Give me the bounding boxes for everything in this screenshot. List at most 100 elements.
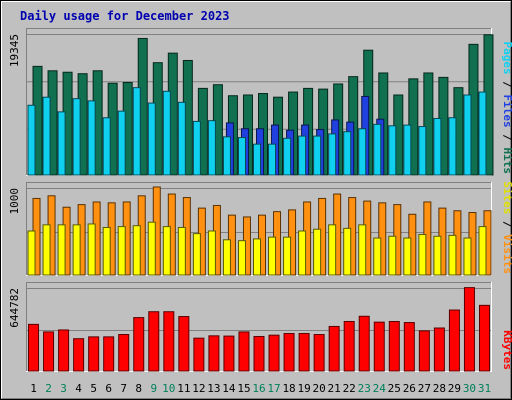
x-tick-label-day-16: 16 [252, 382, 265, 395]
bar-kbytes-day-27 [418, 330, 430, 372]
bar-kbytes-day-31 [478, 304, 490, 372]
bar-kbytes-day-10 [163, 311, 175, 372]
bar-kbytes-day-8 [133, 317, 145, 372]
bar-kbytes-day-13 [208, 335, 220, 372]
x-tick-label-day-21: 21 [328, 382, 341, 395]
bar-sites-day-11 [177, 226, 186, 276]
bar-sites-day-14 [222, 239, 231, 276]
bar-pages-day-30 [463, 94, 472, 176]
bar-pages-day-9 [147, 102, 156, 176]
bar-kbytes-day-3 [58, 329, 70, 372]
x-tick-label-day-27: 27 [418, 382, 431, 395]
bar-pages-day-25 [388, 125, 397, 176]
bar-pages-day-21 [328, 133, 337, 176]
bar-sites-day-9 [147, 221, 156, 276]
bar-kbytes-day-20 [313, 334, 325, 372]
bar-kbytes-day-7 [118, 334, 130, 372]
bar-sites-day-23 [358, 224, 367, 276]
bar-kbytes-day-22 [343, 320, 355, 372]
x-tick-label-day-20: 20 [313, 382, 326, 395]
x-tick-label-day-31: 31 [478, 382, 491, 395]
bar-pages-day-11 [177, 101, 186, 176]
bar-pages-day-7 [117, 110, 126, 176]
x-tick-label-day-18: 18 [282, 382, 295, 395]
bar-pages-day-10 [162, 90, 171, 176]
x-tick-label-day-15: 15 [237, 382, 250, 395]
bar-sites-day-19 [298, 230, 307, 276]
bar-kbytes-day-5 [88, 336, 100, 372]
bar-kbytes-day-6 [103, 336, 115, 372]
bar-kbytes-day-15 [238, 331, 250, 372]
x-tick-label-day-26: 26 [403, 382, 416, 395]
x-tick-label-day-7: 7 [120, 382, 127, 395]
x-tick-label-day-22: 22 [343, 382, 356, 395]
x-tick-label-day-17: 17 [267, 382, 280, 395]
legend-item-pages: Pages [501, 42, 512, 75]
x-tick-label-day-29: 29 [448, 382, 461, 395]
legend-item-visits: Visits [501, 234, 512, 274]
bar-sites-day-20 [313, 228, 322, 276]
bar-sites-day-17 [268, 236, 277, 276]
bar-sites-day-25 [388, 235, 397, 276]
bar-kbytes-day-11 [178, 316, 190, 372]
x-tick-label-day-14: 14 [222, 382, 236, 395]
bar-sites-day-7 [117, 226, 126, 276]
bar-kbytes-day-2 [43, 331, 55, 372]
bar-kbytes-day-26 [403, 322, 415, 372]
bar-pages-day-26 [403, 124, 412, 176]
bar-pages-day-3 [57, 111, 66, 176]
x-tick-label-day-1: 1 [30, 382, 37, 395]
bar-sites-day-22 [343, 227, 352, 276]
bar-kbytes-day-21 [328, 325, 340, 372]
bar-kbytes-day-30 [463, 287, 475, 372]
bar-pages-day-6 [102, 117, 111, 176]
bar-sites-day-8 [132, 225, 141, 276]
legend-separator: / [501, 214, 512, 234]
x-tick-label-day-3: 3 [60, 382, 67, 395]
bar-sites-day-5 [87, 223, 96, 276]
legend-hits_files_pages: Pages / Files / Hits [501, 42, 512, 175]
series-pages [27, 87, 487, 176]
series-kbytes [28, 287, 490, 372]
x-tick-label-day-24: 24 [373, 382, 387, 395]
bar-sites-day-3 [57, 224, 66, 276]
bar-kbytes-day-19 [298, 332, 310, 372]
bar-pages-day-19 [298, 135, 307, 176]
legend-item-sites: Sites [501, 181, 512, 214]
bar-kbytes-day-14 [223, 335, 235, 372]
bar-kbytes-day-29 [448, 309, 460, 372]
chart-title: Daily usage for December 2023 [20, 9, 230, 23]
bar-pages-day-31 [478, 91, 487, 176]
bar-sites-day-1 [27, 230, 36, 276]
bar-pages-day-23 [358, 128, 367, 176]
bar-kbytes-day-4 [73, 338, 85, 372]
bar-sites-day-18 [283, 236, 292, 276]
bar-pages-day-2 [42, 96, 51, 176]
legend-visits_sites: Sites / Visits [501, 181, 512, 274]
bar-sites-day-27 [418, 234, 427, 276]
x-tick-label-day-11: 11 [177, 382, 190, 395]
bar-pages-day-22 [343, 131, 352, 176]
bar-kbytes-day-28 [433, 327, 445, 372]
bar-pages-day-29 [448, 117, 457, 176]
x-tick-label-day-12: 12 [192, 382, 205, 395]
bar-sites-day-2 [42, 224, 51, 276]
bar-pages-day-16 [253, 143, 261, 176]
legend-separator: / [501, 75, 512, 95]
bar-pages-day-20 [313, 135, 322, 176]
bar-pages-day-17 [268, 143, 277, 176]
bar-kbytes-day-25 [388, 320, 400, 372]
x-tick-label-day-6: 6 [105, 382, 112, 395]
ymax-label-visits_sites: 1000 [8, 188, 21, 215]
bar-pages-day-8 [132, 87, 141, 176]
legend-item-kbytes: KBytes [501, 330, 512, 370]
bar-kbytes-day-9 [148, 311, 160, 372]
bar-pages-day-13 [207, 120, 216, 176]
x-tick-label-day-13: 13 [207, 382, 220, 395]
bar-pages-day-4 [72, 98, 81, 176]
bar-sites-day-16 [253, 238, 261, 276]
x-tick-label-day-30: 30 [463, 382, 476, 395]
bar-sites-day-31 [478, 226, 487, 276]
bar-kbytes-day-12 [193, 337, 205, 372]
